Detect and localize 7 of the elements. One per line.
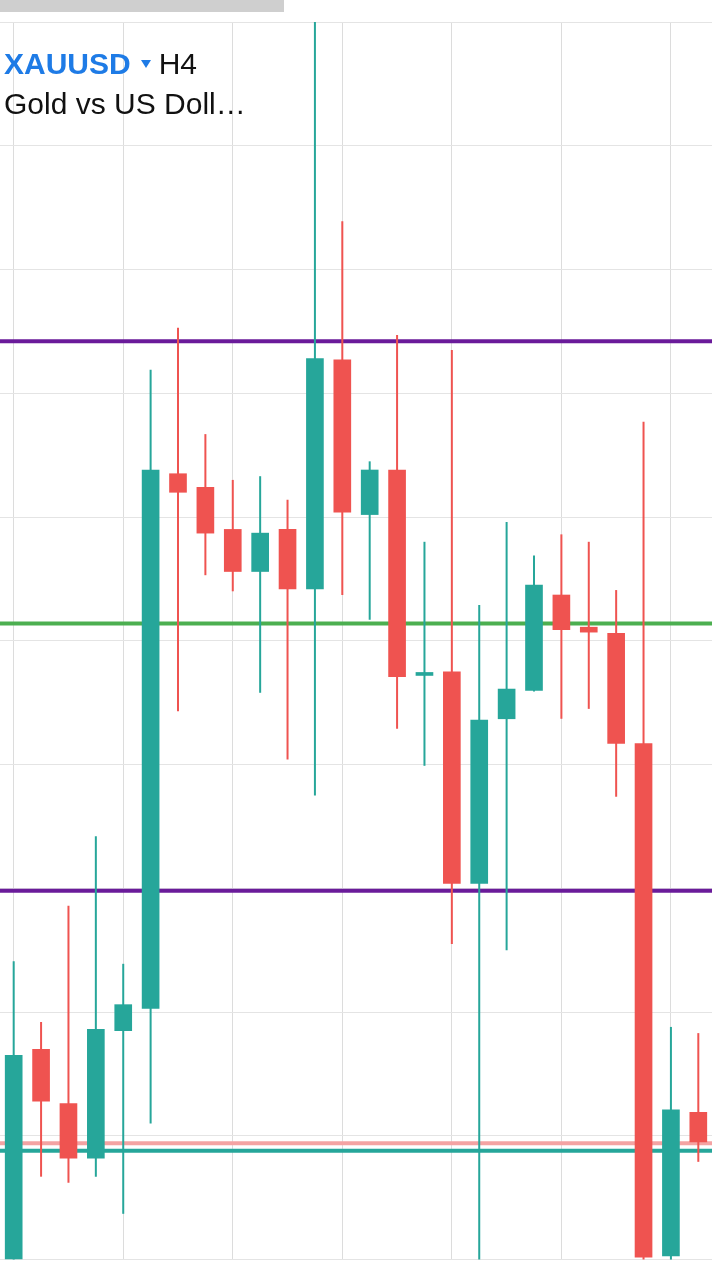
text: Gold vs US Doll… bbox=[4, 86, 246, 122]
candlestick bbox=[415, 540, 434, 767]
annotation: H4 bbox=[158, 46, 198, 82]
candlestick bbox=[169, 326, 187, 713]
candlestick bbox=[497, 520, 516, 952]
candlestick bbox=[579, 540, 598, 710]
text: XAUUSD bbox=[4, 46, 131, 82]
